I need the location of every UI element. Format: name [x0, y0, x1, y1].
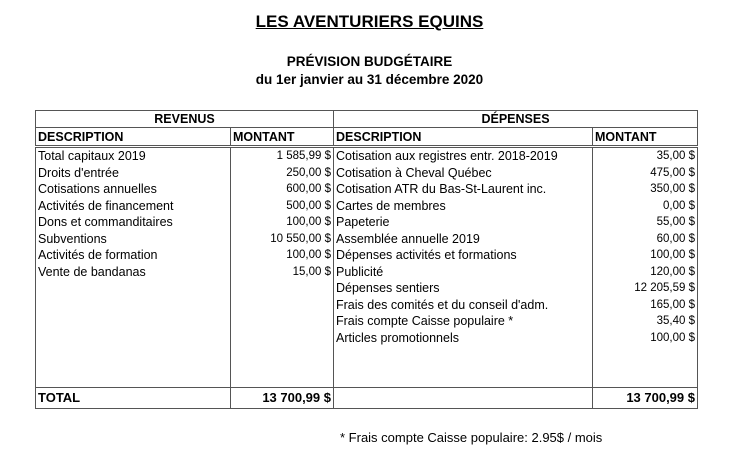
- revenus-description: Activités de formation: [35, 247, 231, 264]
- revenus-amount: 600,00 $: [230, 181, 334, 198]
- revenus-amount: 1 585,99 $: [230, 146, 334, 165]
- revenus-description: Subventions: [35, 230, 231, 247]
- document-title: LES AVENTURIERS EQUINS: [255, 12, 484, 31]
- depenses-description: Frais compte Caisse populaire *: [333, 313, 593, 330]
- depenses-amount: 100,00 $: [592, 247, 698, 264]
- revenus-description: Dons et commanditaires: [35, 214, 231, 231]
- depenses-amount: 35,40 $: [592, 313, 698, 330]
- revenus-description: Vente de bandanas: [35, 263, 231, 280]
- revenus-description: Cotisations annuelles: [35, 181, 231, 198]
- period: du 1er janvier au 31 décembre 2020: [255, 72, 484, 87]
- table-row: Frais compte Caisse populaire * 35,40 $: [35, 313, 698, 330]
- depenses-description: Cotisation aux registres entr. 2018-2019: [333, 146, 593, 165]
- col-description: DESCRIPTION: [35, 127, 231, 148]
- table-row: Activités de financement 500,00 $ Cartes d…: [35, 197, 698, 214]
- revenus-amount: 100,00 $: [230, 247, 334, 264]
- revenus-description: Activités de financement: [35, 197, 231, 214]
- table-row: Activités de formation 100,00 $ Dépenses a…: [35, 247, 698, 264]
- revenus-amount: 15,00 $: [230, 263, 334, 280]
- depenses-description: Articles promotionnels: [333, 329, 593, 346]
- revenus-amount: 10 550,00 $: [230, 230, 334, 247]
- table-row: Frais des comités et du conseil d'adm. 16…: [35, 296, 698, 313]
- revenus-description: Droits d'entrée: [35, 164, 231, 181]
- depenses-description: Dépenses activités et formations: [333, 247, 593, 264]
- depenses-amount: 165,00 $: [592, 296, 698, 313]
- depenses-total: 13 700,99 $: [592, 387, 698, 409]
- depenses-description: Publicité: [333, 263, 593, 280]
- depenses-amount: 35,00 $: [592, 146, 698, 165]
- depenses-description: Cartes de membres: [333, 197, 593, 214]
- depenses-amount: 120,00 $: [592, 263, 698, 280]
- depenses-description: Cotisation ATR du Bas-St-Laurent inc.: [333, 181, 593, 198]
- depenses-description: Frais des comités et du conseil d'adm.: [333, 296, 593, 313]
- revenus-amount: 100,00 $: [230, 214, 334, 231]
- depenses-description: Papeterie: [333, 214, 593, 231]
- table-row: Total capitaux 2019 1 585,99 $ Cotisation …: [35, 146, 698, 165]
- col-montant: MONTANT: [592, 127, 698, 148]
- revenus-header: REVENUS: [35, 110, 334, 128]
- budget-table: REVENUS DÉPENSES DESCRIPTION MONTANT DES…: [35, 110, 698, 409]
- revenus-amount: 250,00 $: [230, 164, 334, 181]
- table-row: Dépenses sentiers 12 205,59 $: [35, 280, 698, 297]
- revenus-total: 13 700,99 $: [230, 387, 334, 409]
- depenses-amount: 55,00 $: [592, 214, 698, 231]
- total-row: TOTAL 13 700,99 $ 13 700,99 $: [35, 387, 698, 409]
- table-row: Subventions 10 550,00 $ Assemblée annuelle…: [35, 230, 698, 247]
- depenses-amount: 350,00 $: [592, 181, 698, 198]
- footnote: * Frais compte Caisse populaire: 2.95$ /…: [340, 430, 603, 445]
- table-row: Droits d'entrée 250,00 $ Cotisation à Chev…: [35, 164, 698, 181]
- depenses-amount: 475,00 $: [592, 164, 698, 181]
- table-row: Articles promotionnels 100,00 $: [35, 329, 698, 346]
- table-row: Vente de bandanas 15,00 $ Publicité 120,00 …: [35, 263, 698, 280]
- col-description: DESCRIPTION: [333, 127, 593, 148]
- total-label: TOTAL: [35, 387, 231, 409]
- depenses-amount: 100,00 $: [592, 329, 698, 346]
- depenses-header: DÉPENSES: [333, 110, 698, 128]
- table-row: Dons et commanditaires 100,00 $ Papeterie 5…: [35, 214, 698, 231]
- depenses-amount: 60,00 $: [592, 230, 698, 247]
- revenus-amount: 500,00 $: [230, 197, 334, 214]
- subtitle: PRÉVISION BUDGÉTAIRE: [286, 54, 453, 69]
- table-row: Cotisations annuelles 600,00 $ Cotisation …: [35, 181, 698, 198]
- depenses-description: Dépenses sentiers: [333, 280, 593, 297]
- revenus-description: Total capitaux 2019: [35, 146, 231, 165]
- depenses-description: Assemblée annuelle 2019: [333, 230, 593, 247]
- depenses-description: Cotisation à Cheval Québec: [333, 164, 593, 181]
- depenses-amount: 12 205,59 $: [592, 280, 698, 297]
- col-montant: MONTANT: [230, 127, 334, 148]
- depenses-amount: 0,00 $: [592, 197, 698, 214]
